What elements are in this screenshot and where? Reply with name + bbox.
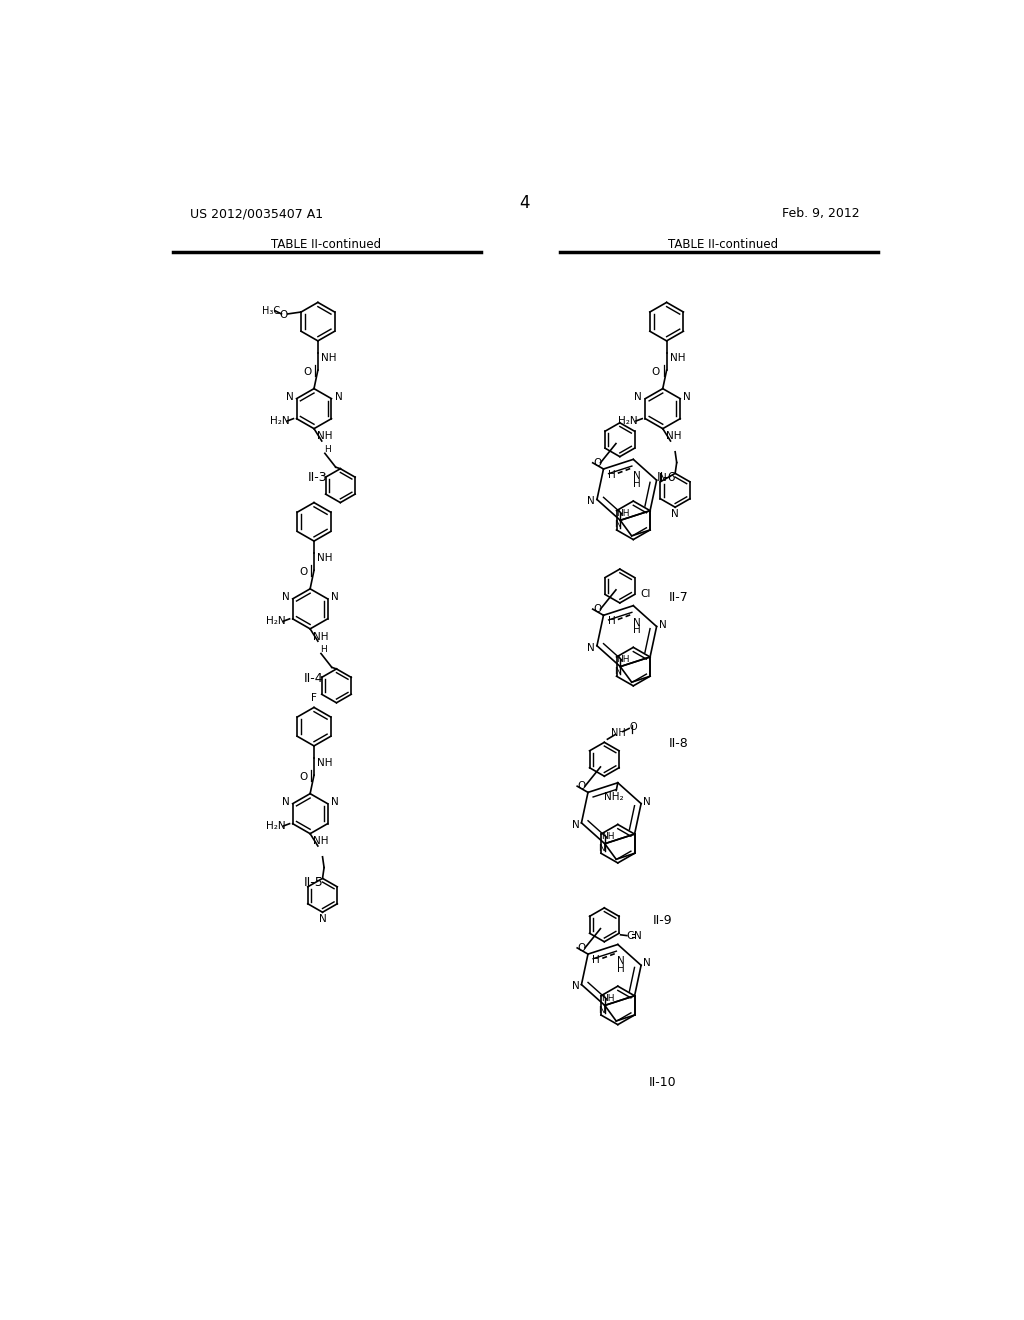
Text: O: O [593, 605, 601, 614]
Text: N: N [633, 618, 640, 627]
Text: N: N [286, 392, 294, 403]
Text: 4: 4 [519, 194, 530, 213]
Text: II-6: II-6 [656, 471, 677, 484]
Text: II-7: II-7 [669, 591, 688, 603]
Text: NH₂: NH₂ [604, 792, 624, 801]
Text: N: N [613, 520, 621, 529]
Text: N: N [331, 593, 338, 602]
Text: N: N [634, 932, 642, 941]
Text: II-4: II-4 [304, 672, 324, 685]
Text: N: N [335, 392, 342, 403]
Text: H₂N: H₂N [266, 821, 286, 832]
Text: O: O [630, 722, 638, 731]
Text: N: N [318, 915, 327, 924]
Text: TABLE II-continued: TABLE II-continued [668, 238, 778, 251]
Text: N: N [571, 982, 580, 991]
Text: N: N [683, 392, 691, 403]
Text: H: H [633, 626, 640, 635]
Text: H: H [607, 470, 615, 479]
Text: H: H [319, 645, 327, 655]
Text: N: N [613, 667, 621, 676]
Text: O: O [578, 942, 586, 953]
Text: NH: NH [666, 432, 681, 441]
Text: NH: NH [670, 352, 685, 363]
Text: II-10: II-10 [649, 1076, 677, 1089]
Text: O: O [299, 566, 307, 577]
Text: H: H [607, 616, 615, 626]
Text: Feb. 9, 2012: Feb. 9, 2012 [782, 207, 859, 220]
Text: O: O [279, 310, 287, 321]
Text: II-3: II-3 [308, 471, 328, 484]
Text: N: N [672, 510, 679, 519]
Text: C: C [627, 932, 634, 941]
Text: NH: NH [601, 994, 614, 1003]
Text: N: N [617, 957, 625, 966]
Text: O: O [303, 367, 311, 376]
Text: N: N [587, 496, 595, 507]
Text: H₂N: H₂N [618, 416, 638, 426]
Text: NH: NH [616, 510, 630, 517]
Text: H: H [592, 954, 600, 965]
Text: N: N [571, 820, 580, 830]
Text: NH: NH [317, 432, 333, 441]
Text: II-8: II-8 [669, 737, 688, 750]
Text: NH: NH [317, 553, 333, 564]
Text: NH: NH [611, 729, 626, 738]
Text: O: O [593, 458, 601, 467]
Text: N: N [635, 392, 642, 403]
Text: NH: NH [313, 631, 329, 642]
Text: N: N [598, 1006, 605, 1015]
Text: NH: NH [601, 833, 614, 841]
Text: H₂N: H₂N [269, 416, 290, 426]
Text: F: F [311, 693, 316, 704]
Text: N: N [587, 643, 595, 652]
Text: O: O [299, 772, 307, 781]
Text: O: O [651, 367, 659, 376]
Text: N: N [282, 797, 290, 807]
Text: NH: NH [616, 655, 630, 664]
Text: N: N [658, 474, 667, 483]
Text: N: N [643, 958, 651, 969]
Text: II-9: II-9 [653, 915, 673, 927]
Text: O: O [578, 781, 586, 791]
Text: NH: NH [317, 758, 333, 768]
Text: N: N [598, 843, 605, 853]
Text: H₂N: H₂N [266, 616, 286, 626]
Text: US 2012/0035407 A1: US 2012/0035407 A1 [190, 207, 324, 220]
Text: Cl: Cl [640, 590, 650, 599]
Text: H: H [617, 964, 625, 974]
Text: TABLE II-continued: TABLE II-continued [270, 238, 381, 251]
Text: N: N [282, 593, 290, 602]
Text: N: N [658, 619, 667, 630]
Text: H: H [324, 445, 331, 454]
Text: NH: NH [321, 352, 337, 363]
Text: H: H [633, 479, 640, 488]
Text: N: N [633, 471, 640, 482]
Text: II-5: II-5 [304, 876, 324, 890]
Text: N: N [643, 797, 651, 807]
Text: H₃C: H₃C [261, 306, 280, 315]
Text: NH: NH [313, 837, 329, 846]
Text: N: N [331, 797, 338, 807]
